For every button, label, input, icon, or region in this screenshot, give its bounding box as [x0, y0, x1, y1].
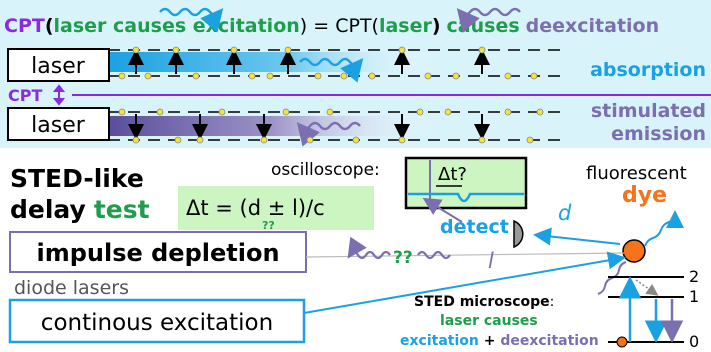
laser-label-absorption: laser: [31, 54, 86, 79]
emission-dots: [118, 108, 544, 144]
fluorescent-label: fluorescent: [586, 163, 687, 184]
fluorescence-arrow-to-detector: [533, 227, 621, 246]
emission-row-lines: [108, 111, 560, 141]
dye-molecule: [622, 239, 646, 263]
d-label: d: [558, 201, 572, 225]
formula: Δt = (d ± l)/c: [186, 196, 325, 220]
impulse-depletion-label: impulse depletion: [36, 239, 279, 267]
formula-box: [178, 186, 374, 230]
emission-label: emission: [611, 123, 706, 145]
detect-label: detect: [440, 216, 509, 238]
cpt-updown-icon: [52, 84, 66, 106]
absorption-squiggle: [299, 57, 364, 83]
detector-to-oscilloscope-arrow: [422, 197, 463, 223]
depletion-squiggle-left: [347, 236, 391, 260]
sted-like-title: STED-like: [10, 164, 144, 193]
header-squiggle-right: [159, 7, 224, 33]
l-label: l: [488, 249, 494, 273]
laser-box-emission: [7, 107, 110, 141]
emission-squiggle: [296, 121, 361, 147]
energy-level-2: 2: [689, 267, 699, 286]
absorption-beam: [108, 52, 438, 72]
sted-microscope-label: STED microscope:: [414, 294, 554, 310]
absorption-arrows: [128, 49, 490, 74]
sted-laser-causes: laser causes: [440, 313, 538, 329]
diode-lasers-label: diode lasers: [14, 277, 129, 299]
depletion-question-marks: ??: [393, 248, 413, 268]
energy-level-1: 1: [689, 287, 699, 306]
cpt-divider-label: CPT: [8, 86, 42, 105]
continuous-excitation-box: [8, 298, 306, 344]
header-laser-causes: laser causes excitation: [54, 15, 300, 37]
detector-icon: [513, 219, 524, 249]
dye-label: dye: [622, 183, 667, 208]
laser-label-emission: laser: [31, 113, 86, 138]
depletion-squiggle-right: [417, 250, 451, 260]
energy-level-0: 0: [689, 332, 699, 351]
oscilloscope-delta-t: Δt?: [438, 164, 467, 185]
stimulated-label: stimulated: [591, 100, 706, 122]
laser-box-absorption: [7, 48, 110, 82]
delay-test-title: delay test: [10, 195, 150, 224]
absorption-dots: [118, 46, 538, 80]
emission-beam: [108, 116, 438, 136]
dye-incoming-squiggle: [644, 210, 684, 247]
header-cpt-1: CPT: [4, 15, 45, 37]
energy-level-diagram: [608, 276, 684, 348]
header-squiggle-left: [456, 7, 521, 33]
continuous-excitation-label: continous excitation: [41, 310, 273, 336]
oscilloscope-label: oscilloscope:: [271, 160, 380, 180]
emission-arrows: [128, 114, 490, 140]
absorption-row-lines: [108, 49, 560, 77]
formula-question-marks: ??: [262, 219, 275, 232]
sted-excitation-deexcitation: excitation + deexcitation: [400, 333, 599, 349]
depletion-beam-line: [305, 252, 625, 258]
oscilloscope-trace: [408, 192, 524, 203]
header-equation: CPT(laser causes excitation) = CPT(laser…: [4, 15, 659, 37]
absorption-label: absorption: [590, 59, 706, 81]
header-deexcitation: deexcitation: [526, 15, 659, 37]
excitation-beam-arrow: [303, 251, 626, 314]
impulse-depletion-box: [9, 231, 307, 273]
